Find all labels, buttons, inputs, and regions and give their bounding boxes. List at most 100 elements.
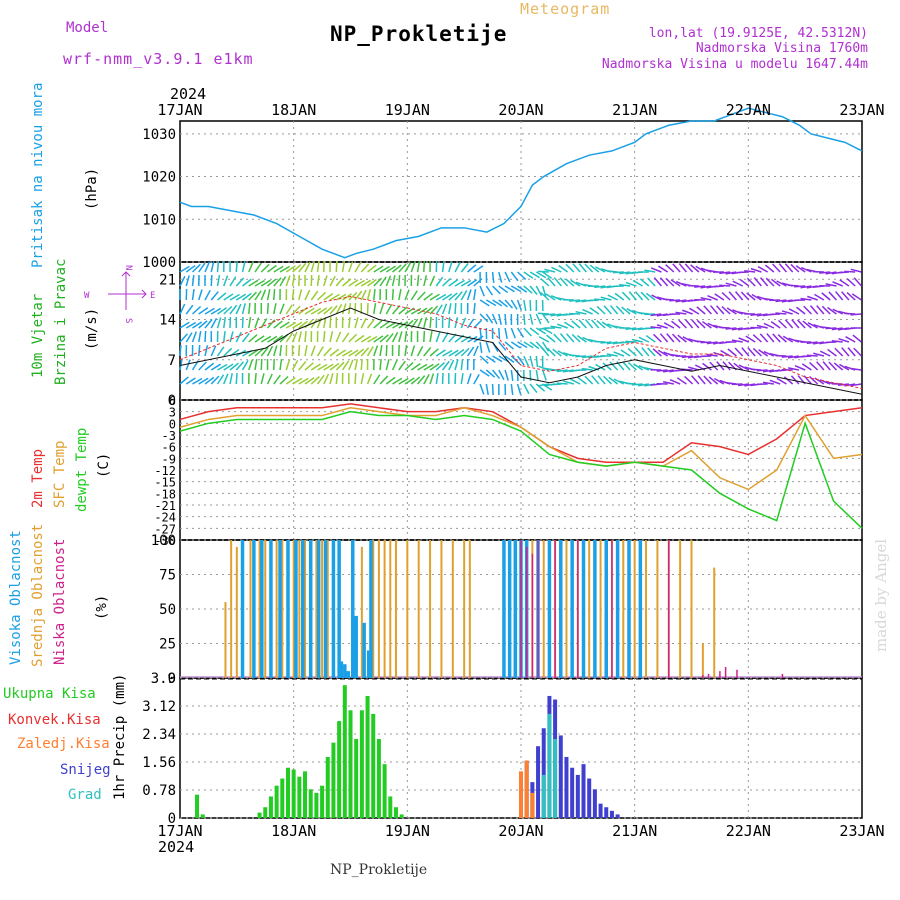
wind-arrow — [323, 363, 334, 371]
wind-arrow — [523, 327, 532, 337]
wind-arrow — [354, 334, 365, 343]
wind-arrow — [185, 264, 196, 273]
wind-arrow — [304, 362, 314, 371]
wind-arrow — [273, 320, 283, 329]
wind-arrow — [602, 362, 612, 371]
wind-arrow — [404, 289, 410, 301]
wind-arrow — [241, 261, 246, 273]
wind-arrow — [485, 383, 489, 395]
cloud-bar — [440, 540, 443, 678]
cloud-bar — [343, 664, 347, 678]
cloud-bar — [275, 540, 278, 678]
wind-arrow — [517, 271, 527, 280]
wind-arrow — [285, 265, 296, 273]
wind-arrow — [821, 305, 831, 315]
wind-arrow — [385, 275, 392, 287]
wind-arrow — [360, 279, 372, 287]
wind-arrow — [807, 295, 818, 301]
wind-arrow — [678, 319, 687, 329]
wind-arrow — [373, 320, 383, 329]
wind-arrow — [510, 285, 522, 293]
precip-bar — [348, 710, 353, 818]
wind-arrow — [722, 361, 731, 371]
wind-arrow — [625, 327, 637, 331]
wind-arrow — [516, 299, 523, 311]
wind-arrow — [498, 327, 501, 340]
cloud-bar — [668, 540, 670, 678]
x-tick-top: 19JAN — [385, 101, 430, 119]
wind-arrow — [516, 355, 525, 366]
wind-arrow — [435, 293, 447, 301]
wind-arrow — [595, 363, 606, 371]
wind-arrow — [416, 375, 426, 385]
precip-bar — [365, 695, 370, 818]
wind-arrow — [254, 279, 265, 287]
cloud-bar — [707, 673, 710, 678]
x-tick-top: 17JAN — [157, 101, 202, 119]
wind-arrow — [354, 348, 365, 357]
wind-arrow — [591, 375, 600, 385]
wind-arrow — [429, 363, 440, 371]
wind-arrow — [781, 355, 793, 358]
wind-arrow — [285, 275, 291, 287]
wind-arrow — [354, 372, 357, 385]
wind-arrow — [304, 289, 311, 301]
cloud-bar — [604, 540, 608, 678]
legend-hail: Grad — [68, 787, 102, 803]
wind-arrow — [354, 290, 363, 301]
wind-arrow — [845, 336, 856, 343]
cloud-bar — [260, 540, 264, 678]
wind-arrow — [627, 348, 637, 357]
wind-arrow — [545, 293, 556, 301]
y-tick-label: 6 — [169, 394, 176, 408]
wind-arrow — [335, 277, 344, 287]
wind-arrow — [292, 321, 303, 329]
wind-arrow — [731, 327, 743, 331]
wind-arrow — [557, 323, 568, 329]
wind-arrow — [550, 313, 562, 317]
y-tick-label: 2.34 — [142, 727, 176, 743]
wind-arrow — [504, 299, 514, 309]
wind-arrow — [529, 285, 538, 295]
wind-arrow — [529, 313, 534, 325]
wind-arrow — [317, 363, 328, 371]
wind-arrow — [844, 312, 856, 315]
wind-arrow — [217, 363, 228, 371]
wind-arrow — [851, 293, 862, 301]
wind-arrow — [323, 317, 327, 329]
wind-arrow — [485, 299, 497, 307]
wind-arrow — [285, 304, 293, 315]
wind-arrow — [517, 285, 528, 293]
wind-arrow — [341, 360, 350, 371]
cloud-bar — [520, 540, 522, 678]
wind-arrow — [366, 346, 374, 357]
wind-arrow — [304, 261, 311, 273]
wind-arrow — [782, 335, 794, 343]
wind-arrow — [379, 358, 382, 371]
wind-title-2: Brzina i Pravac — [53, 259, 69, 385]
wind-arrow — [423, 275, 428, 287]
wind-arrow — [790, 375, 800, 385]
precip-bar — [354, 739, 359, 818]
wind-arrow — [812, 341, 825, 345]
precip-bar — [592, 789, 597, 818]
cloud-bar — [366, 650, 371, 678]
wind-arrow — [341, 303, 347, 315]
wind-arrow — [687, 355, 700, 359]
wind-arrow — [441, 360, 450, 371]
wind-arrow — [410, 376, 421, 385]
wind-arrow — [216, 317, 222, 329]
wind-arrow — [587, 299, 599, 302]
wind-arrow — [260, 335, 272, 343]
wind-arrow — [198, 331, 202, 343]
wind-arrow — [448, 292, 458, 301]
y-tick-label: -3 — [162, 429, 176, 443]
wind-arrow — [529, 383, 538, 394]
wind-arrow — [298, 262, 307, 273]
wind-arrow — [223, 373, 229, 385]
cloud-bar — [627, 540, 631, 678]
wind-arrow — [435, 373, 439, 385]
wind-arrow — [825, 327, 837, 330]
wind-arrow — [216, 260, 220, 273]
wind-arrow — [582, 308, 593, 315]
